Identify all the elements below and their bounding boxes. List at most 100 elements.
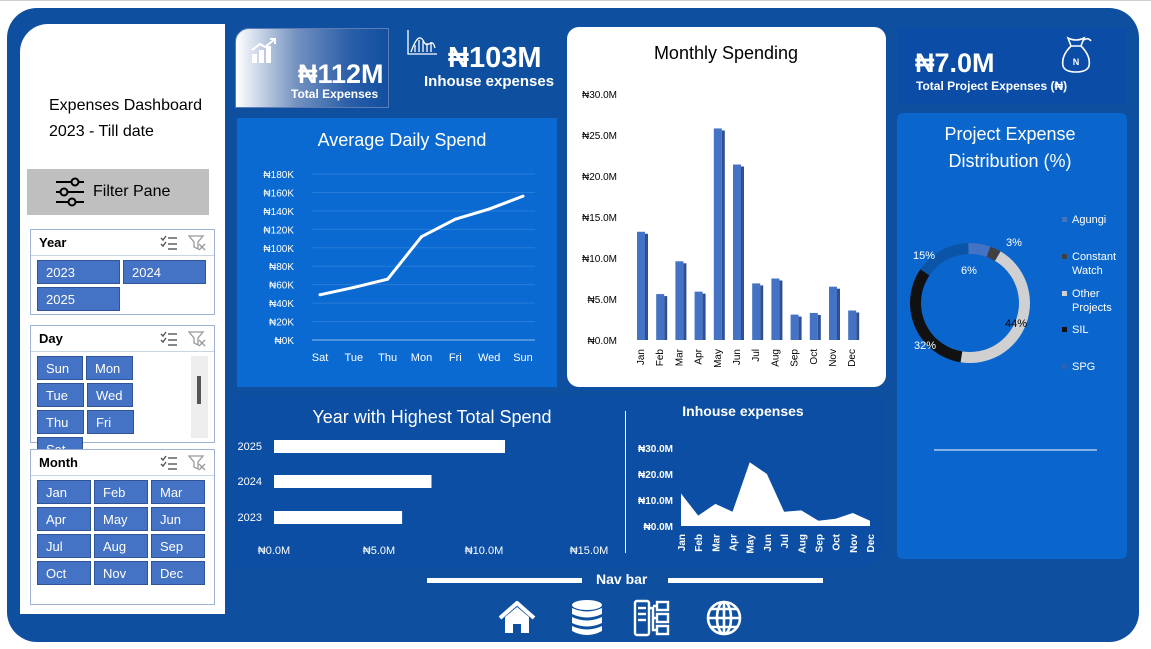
y-tick-label: ₦120K (263, 225, 294, 236)
day-slicer-title: Day (39, 331, 63, 346)
bar (274, 475, 432, 488)
x-tick-label: Mar (711, 534, 722, 552)
bar (752, 283, 761, 340)
y-tick-label: ₦100K (263, 244, 294, 255)
bar-side (837, 288, 840, 340)
data-point (352, 285, 356, 289)
month-chip-jan[interactable]: Jan (37, 480, 91, 504)
month-chip-apr[interactable]: Apr (37, 507, 91, 531)
day-chip-wed[interactable]: Wed (87, 383, 133, 407)
month-chip-oct[interactable]: Oct (37, 561, 91, 585)
month-slicer-header: Month (31, 450, 214, 476)
home-icon[interactable] (497, 598, 537, 638)
nav-line-left (427, 578, 582, 583)
dashboard-title-line2: 2023 - Till date (49, 123, 154, 140)
bar (713, 128, 722, 340)
month-chip-feb[interactable]: Feb (94, 480, 148, 504)
bar (790, 314, 799, 340)
project-expense-distribution-chart: Project Expense Distribution (%) 6% 3% 44% 32… (910, 124, 1116, 451)
x-tick-label: Nov (849, 534, 860, 553)
month-chip-jul[interactable]: Jul (37, 534, 91, 558)
dashboard-title-line1: Expenses Dashboard (49, 97, 202, 114)
year-slicer: Year 2023 2024 2025 (30, 229, 215, 315)
chart-title-line: Project Expense (944, 124, 1075, 144)
day-chip-tue[interactable]: Tue (37, 383, 84, 407)
filter-pane-button[interactable]: Filter Pane (27, 169, 209, 215)
data-point (453, 217, 457, 221)
multi-select-icon[interactable] (160, 455, 178, 471)
bar (274, 440, 505, 453)
day-chip-mon[interactable]: Mon (86, 356, 133, 380)
y-tick-label: ₦140K (263, 207, 294, 218)
year-chip-2024[interactable]: 2024 (123, 260, 206, 284)
y-tick-label: ₦0K (275, 336, 295, 347)
day-chip-fri[interactable]: Fri (87, 410, 134, 434)
data-label: 3% (1006, 237, 1022, 249)
chart-title-line: Distribution (%) (948, 151, 1071, 171)
dashboard-title: Expenses Dashboard 2023 - Till date (49, 93, 202, 145)
bar-side (779, 280, 783, 340)
sliders-icon (56, 177, 84, 207)
clear-filter-icon[interactable] (188, 454, 206, 471)
month-chip-dec[interactable]: Dec (151, 561, 205, 585)
total-expenses-label: Total Expenses (291, 87, 379, 101)
y-tick-label: ₦40K (269, 299, 294, 310)
month-chip-mar[interactable]: Mar (151, 480, 205, 504)
legend-swatch (1062, 291, 1067, 296)
month-chip-sep[interactable]: Sep (151, 534, 205, 558)
month-chip-may[interactable]: May (94, 507, 148, 531)
legend-swatch (1062, 364, 1067, 369)
month-chip-jun[interactable]: Jun (151, 507, 205, 531)
y-tick-label: ₦30.0M (638, 444, 673, 455)
y-tick-label: ₦20.0M (638, 470, 673, 481)
x-tick-label: Feb (694, 534, 705, 552)
y-tick-label: ₦180K (263, 170, 294, 181)
x-tick-label: ₦15.0M (570, 545, 609, 557)
day-chip-thu[interactable]: Thu (37, 410, 84, 434)
chart-title: Year with Highest Total Spend (312, 407, 551, 427)
day-chip-sun[interactable]: Sun (37, 356, 83, 380)
globe-icon[interactable] (704, 598, 744, 638)
y-tick-label: ₦10.0M (582, 254, 617, 265)
bar-side (741, 166, 744, 340)
x-tick-label: Jan (636, 349, 647, 365)
scrollbar-thumb[interactable] (197, 376, 201, 404)
database-icon[interactable] (567, 598, 607, 638)
average-daily-spend-chart: Average Daily Spend ₦0K ₦20K ₦40K ₦60K ₦80K ₦1… (263, 130, 535, 364)
data-point (487, 207, 491, 211)
year-slicer-header: Year (31, 230, 214, 256)
x-tick-label: Oct (809, 349, 820, 365)
month-chip-aug[interactable]: Aug (94, 534, 148, 558)
x-tick-label: Oct (832, 533, 843, 550)
nav-bar-label: Nav bar (596, 571, 648, 587)
x-tick-label: Tue (345, 352, 364, 364)
x-tick-label: Apr (694, 348, 705, 364)
bar (733, 164, 741, 340)
flowchart-icon[interactable] (632, 598, 672, 638)
filter-pane-label: Filter Pane (93, 183, 171, 200)
x-tick-label: Dec (847, 349, 858, 367)
y-tick-label: ₦10.0M (638, 496, 673, 507)
legend-swatch (1062, 217, 1067, 222)
chart-title: Average Daily Spend (318, 130, 487, 150)
day-slicer-scrollbar[interactable] (191, 356, 208, 438)
bar (274, 511, 403, 524)
year-chip-2023[interactable]: 2023 (37, 260, 120, 284)
month-chip-nov[interactable]: Nov (94, 561, 148, 585)
multi-select-icon[interactable] (160, 331, 178, 347)
data-label: 6% (961, 265, 977, 277)
year-highest-spend-chart: Year with Highest Total Spend 2025 2024 202… (238, 407, 609, 557)
donut-slice (920, 243, 969, 276)
year-chip-2025[interactable]: 2025 (37, 287, 120, 311)
donut-slice (968, 243, 991, 257)
multi-select-icon[interactable] (160, 235, 178, 251)
x-tick-label: Sep (814, 534, 825, 552)
x-tick-label: May (746, 534, 757, 554)
y-tick-label: ₦30.0M (582, 90, 617, 101)
area-chart-icon (407, 30, 437, 55)
y-tick-label: ₦20K (269, 318, 294, 329)
clear-filter-icon[interactable] (188, 330, 206, 347)
year-slicer-title: Year (39, 235, 67, 250)
clear-filter-icon[interactable] (188, 234, 206, 251)
day-slicer: Day Sun Mon Tue Wed Thu Fri Sat (30, 325, 215, 461)
